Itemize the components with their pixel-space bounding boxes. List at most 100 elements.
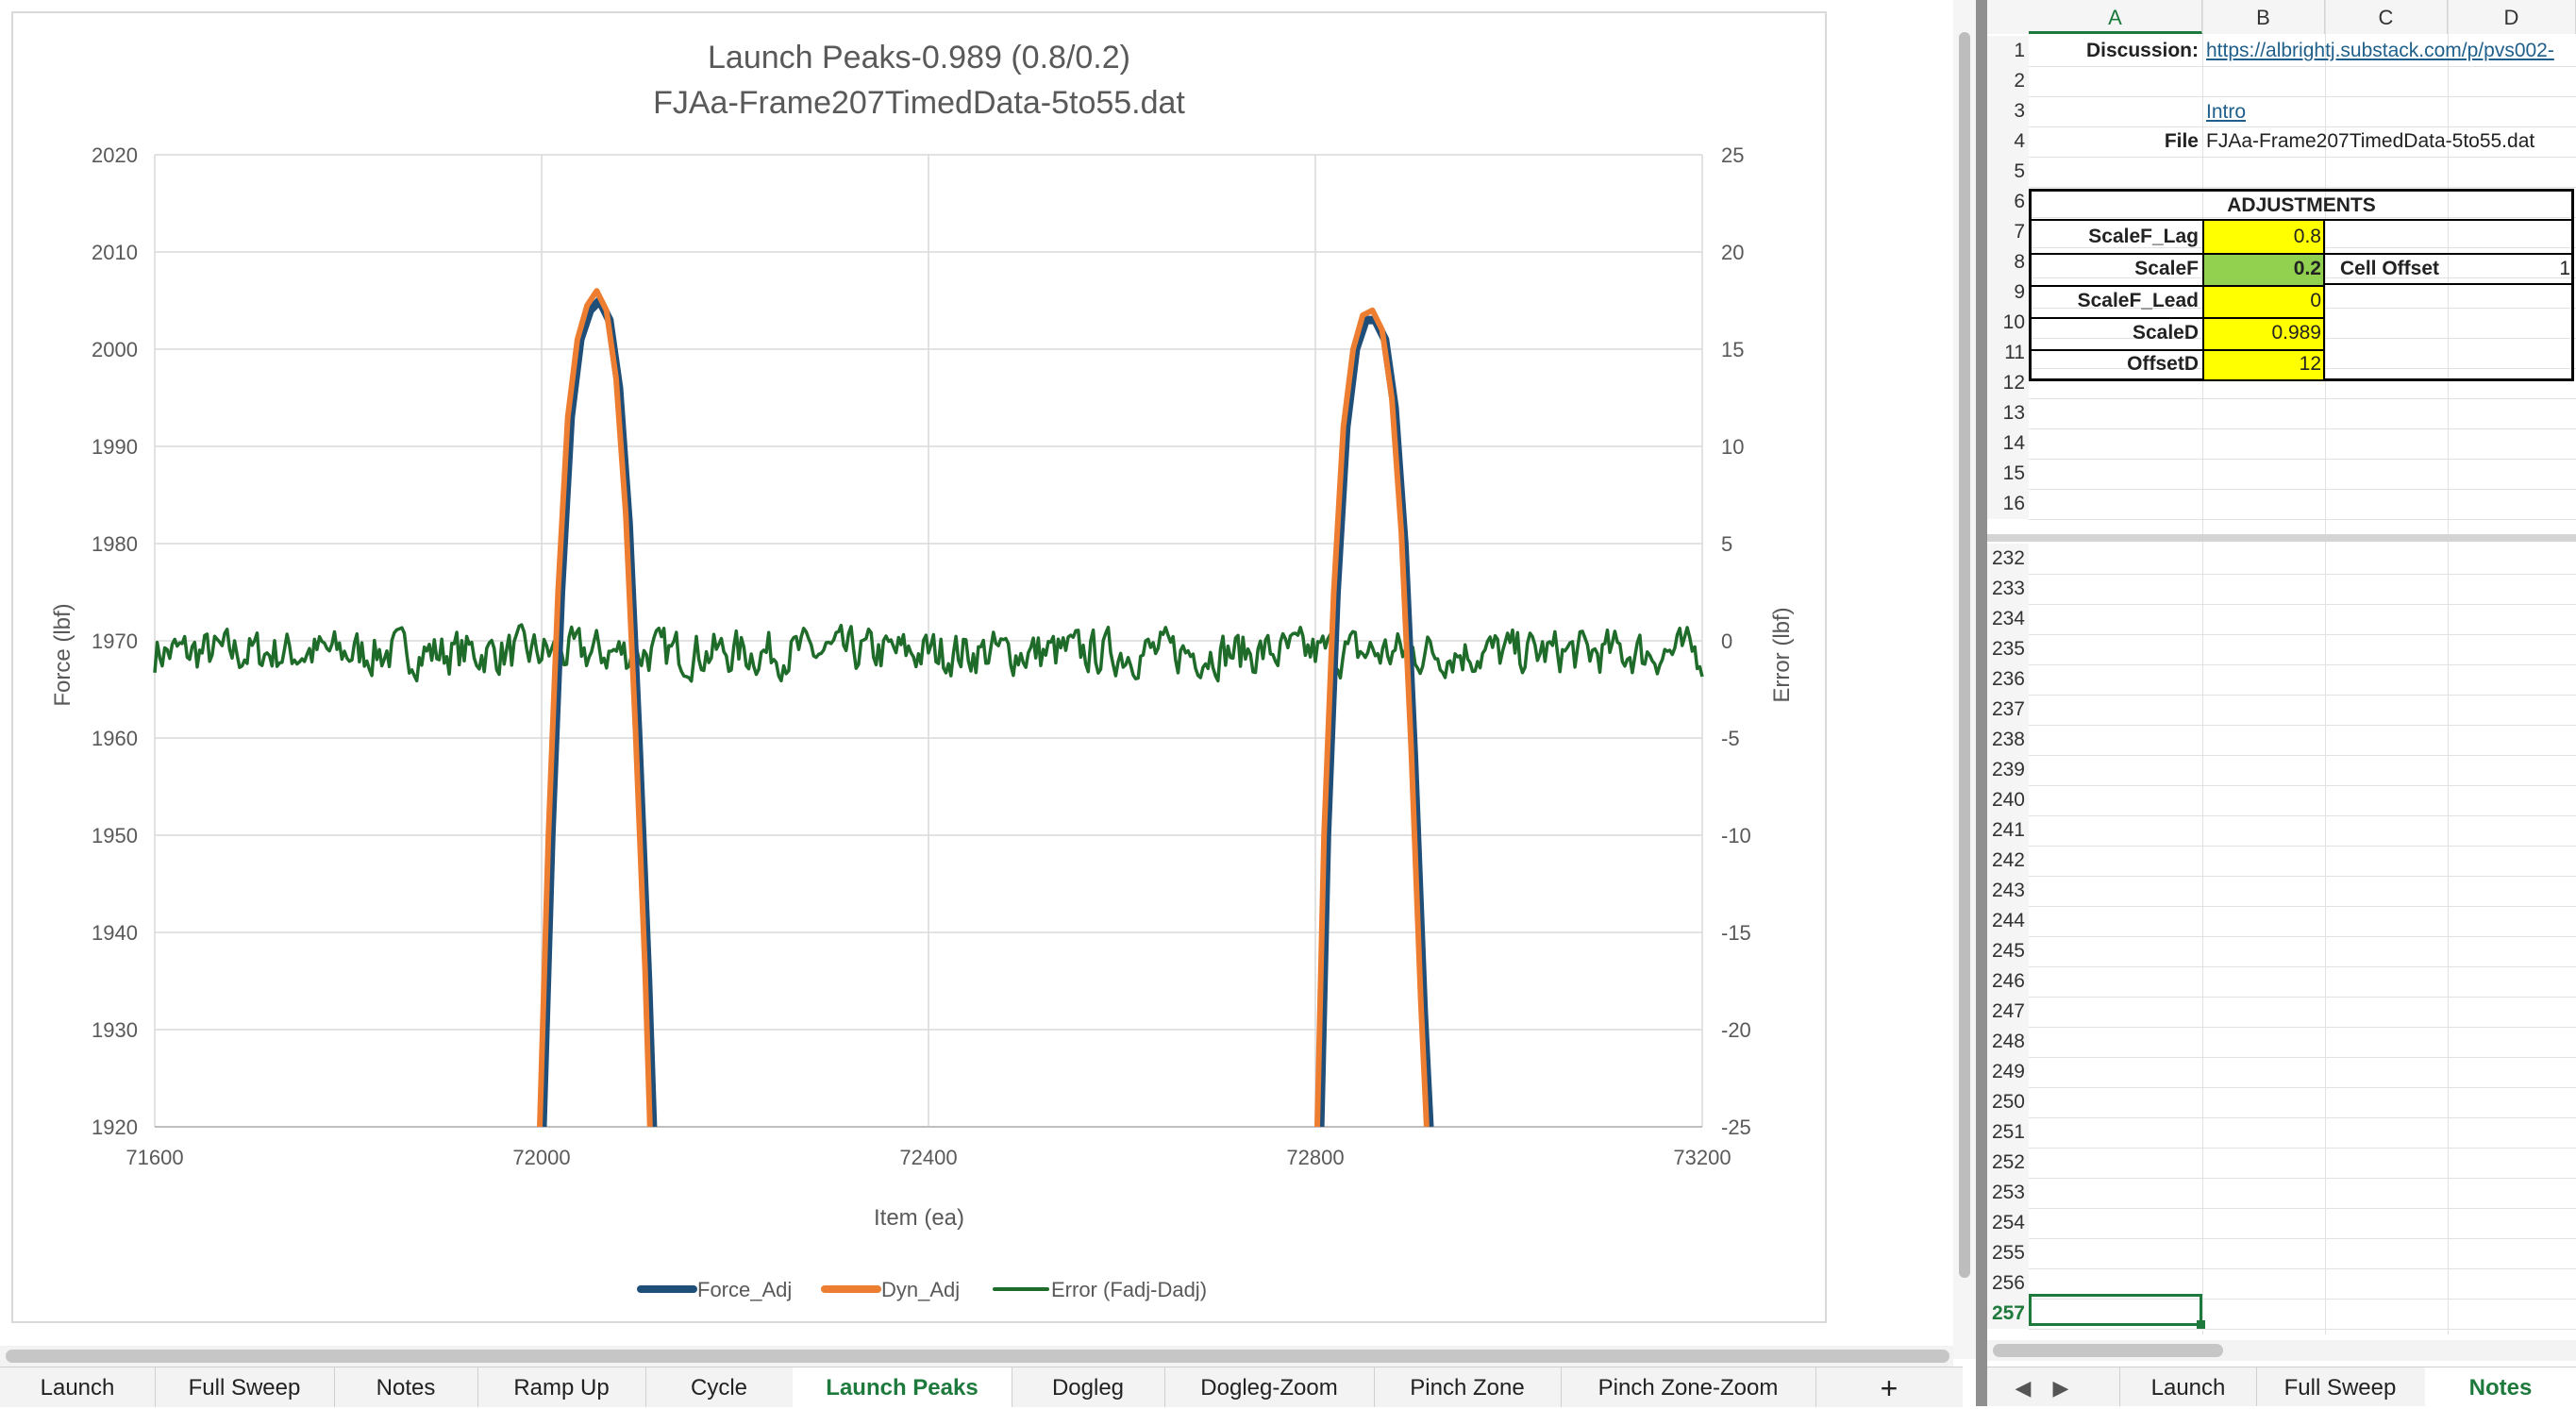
row-header[interactable]: 234: [1987, 604, 2029, 634]
cell-scaled-label[interactable]: ScaleD: [2132, 322, 2199, 344]
row-header[interactable]: 2: [1987, 66, 2029, 96]
tab-ramp-up[interactable]: Ramp Up: [477, 1367, 646, 1407]
row-header[interactable]: 3: [1987, 96, 2029, 126]
column-gridline: [2448, 542, 2449, 1334]
row-header[interactable]: 14: [1987, 428, 2029, 459]
row-header[interactable]: 255: [1987, 1238, 2029, 1268]
row-header[interactable]: 8: [1987, 247, 2029, 277]
tab-dogleg-zoom[interactable]: Dogleg-Zoom: [1164, 1367, 1375, 1407]
tab-launch-peaks[interactable]: Launch Peaks: [793, 1367, 1012, 1407]
row-gridline: [2029, 906, 2576, 907]
row-header[interactable]: 247: [1987, 997, 2029, 1027]
row-header[interactable]: 12: [1987, 368, 2029, 398]
column-header-d[interactable]: D: [2448, 0, 2576, 34]
row-header[interactable]: 239: [1987, 755, 2029, 785]
tab-launch[interactable]: Launch: [0, 1367, 156, 1407]
row-header[interactable]: 232: [1987, 544, 2029, 574]
row-header[interactable]: 252: [1987, 1148, 2029, 1178]
cell-scalef-label[interactable]: ScaleF: [2134, 258, 2199, 279]
row-header[interactable]: 245: [1987, 936, 2029, 966]
column-header-b[interactable]: B: [2202, 0, 2325, 34]
y2-tick-label: 5: [1721, 532, 1732, 556]
row-header[interactable]: 235: [1987, 634, 2029, 664]
scrollbar-thumb[interactable]: [1959, 32, 1970, 1278]
tab-notes[interactable]: Notes: [2425, 1367, 2576, 1406]
row-header[interactable]: 256: [1987, 1268, 2029, 1299]
window-splitter[interactable]: [1976, 0, 1987, 1406]
cell-offset-value[interactable]: 1: [2559, 258, 2570, 279]
row-header[interactable]: 236: [1987, 664, 2029, 695]
scrollbar-thumb[interactable]: [6, 1350, 1949, 1363]
row-header[interactable]: 254: [1987, 1208, 2029, 1238]
column-header-a[interactable]: A: [2029, 0, 2202, 34]
triangle-left-icon[interactable]: ◀: [2015, 1376, 2032, 1400]
cell-b4[interactable]: FJAa-Frame207TimedData-5to55.dat: [2206, 130, 2535, 152]
cell-scalef-lead-label[interactable]: ScaleF_Lead: [2077, 290, 2199, 311]
row-header[interactable]: 237: [1987, 695, 2029, 725]
row-header[interactable]: 253: [1987, 1178, 2029, 1208]
cell-scalef-value[interactable]: 0.2: [2202, 253, 2325, 285]
scrollbar-thumb[interactable]: [1993, 1344, 2223, 1357]
row-header[interactable]: 251: [1987, 1117, 2029, 1148]
row-header[interactable]: 246: [1987, 966, 2029, 997]
horizontal-scrollbar[interactable]: [0, 1346, 1953, 1367]
row-gridline: [2029, 725, 2576, 726]
row-header[interactable]: 4: [1987, 126, 2029, 157]
discussion-link[interactable]: https://albrightj.substack.com/p/pvs002-: [2206, 40, 2554, 61]
tab-notes[interactable]: Notes: [334, 1367, 478, 1407]
row-header[interactable]: 15: [1987, 459, 2029, 489]
tab-full-sweep[interactable]: Full Sweep: [155, 1367, 335, 1407]
row-header[interactable]: 16: [1987, 489, 2029, 519]
row-header[interactable]: 238: [1987, 725, 2029, 755]
adjustments-header[interactable]: ADJUSTMENTS: [2029, 189, 2574, 221]
row-header[interactable]: 242: [1987, 846, 2029, 876]
tab-launch[interactable]: Launch: [2119, 1367, 2257, 1406]
row-header[interactable]: 243: [1987, 876, 2029, 906]
chart-title: Launch Peaks-0.989 (0.8/0.2): [708, 40, 1130, 75]
column-header-c[interactable]: C: [2325, 0, 2448, 34]
fill-handle[interactable]: [2197, 1320, 2205, 1329]
row-header[interactable]: 1: [1987, 36, 2029, 66]
cell-offsetd-value[interactable]: 12: [2202, 349, 2325, 379]
selected-cell-a257[interactable]: [2029, 1294, 2202, 1326]
row-header[interactable]: 10: [1987, 308, 2029, 338]
row-header[interactable]: 244: [1987, 906, 2029, 936]
row-header[interactable]: 240: [1987, 785, 2029, 815]
chart-area[interactable]: Launch Peaks-0.989 (0.8/0.2) FJAa-Frame2…: [11, 11, 1827, 1323]
cell-a4[interactable]: File: [2164, 130, 2199, 152]
select-all-corner[interactable]: [1987, 0, 2029, 34]
intro-link[interactable]: Intro: [2206, 101, 2247, 123]
row-gridline: [2029, 755, 2576, 756]
tab-pinch-zone[interactable]: Pinch Zone: [1374, 1367, 1562, 1407]
triangle-right-icon[interactable]: ▶: [2052, 1376, 2069, 1400]
freeze-panes-divider[interactable]: [1987, 534, 2576, 542]
row-header[interactable]: 248: [1987, 1027, 2029, 1057]
tab-dogleg[interactable]: Dogleg: [1012, 1367, 1165, 1407]
cell-offset-label[interactable]: Cell Offset: [2340, 258, 2440, 279]
vertical-scrollbar[interactable]: [1953, 0, 1976, 1359]
cell-scalef-lag-label[interactable]: ScaleF_Lag: [2088, 226, 2199, 247]
cell-scalef-lag-value[interactable]: 0.8: [2202, 221, 2325, 253]
horizontal-scrollbar[interactable]: [1987, 1340, 2576, 1361]
row-header[interactable]: 233: [1987, 574, 2029, 604]
cell-scalef-lead-value[interactable]: 0: [2202, 285, 2325, 317]
cell-scaled-value[interactable]: 0.989: [2202, 317, 2325, 349]
row-header[interactable]: 241: [1987, 815, 2029, 846]
row-header[interactable]: 250: [1987, 1087, 2029, 1117]
launch-peaks-chart[interactable]: Launch Peaks-0.989 (0.8/0.2) FJAa-Frame2…: [13, 13, 1825, 1321]
cell-a1[interactable]: Discussion:: [2085, 40, 2199, 61]
row-header[interactable]: 249: [1987, 1057, 2029, 1087]
row-header[interactable]: 13: [1987, 398, 2029, 428]
tab-cycle[interactable]: Cycle: [645, 1367, 794, 1407]
row-header[interactable]: 9: [1987, 277, 2029, 308]
row-header[interactable]: 7: [1987, 217, 2029, 247]
cell-offsetd-label[interactable]: OffsetD: [2127, 353, 2199, 375]
add-sheet-button[interactable]: +: [1880, 1371, 1899, 1405]
y-tick-label: 1920: [92, 1115, 138, 1139]
row-header[interactable]: 11: [1987, 338, 2029, 368]
tab-pinch-zone-zoom[interactable]: Pinch Zone-Zoom: [1561, 1367, 1816, 1407]
row-header[interactable]: 5: [1987, 157, 2029, 187]
tab-full-sweep[interactable]: Full Sweep: [2255, 1367, 2426, 1406]
row-header[interactable]: 257: [1987, 1299, 2029, 1329]
row-header[interactable]: 6: [1987, 187, 2029, 217]
